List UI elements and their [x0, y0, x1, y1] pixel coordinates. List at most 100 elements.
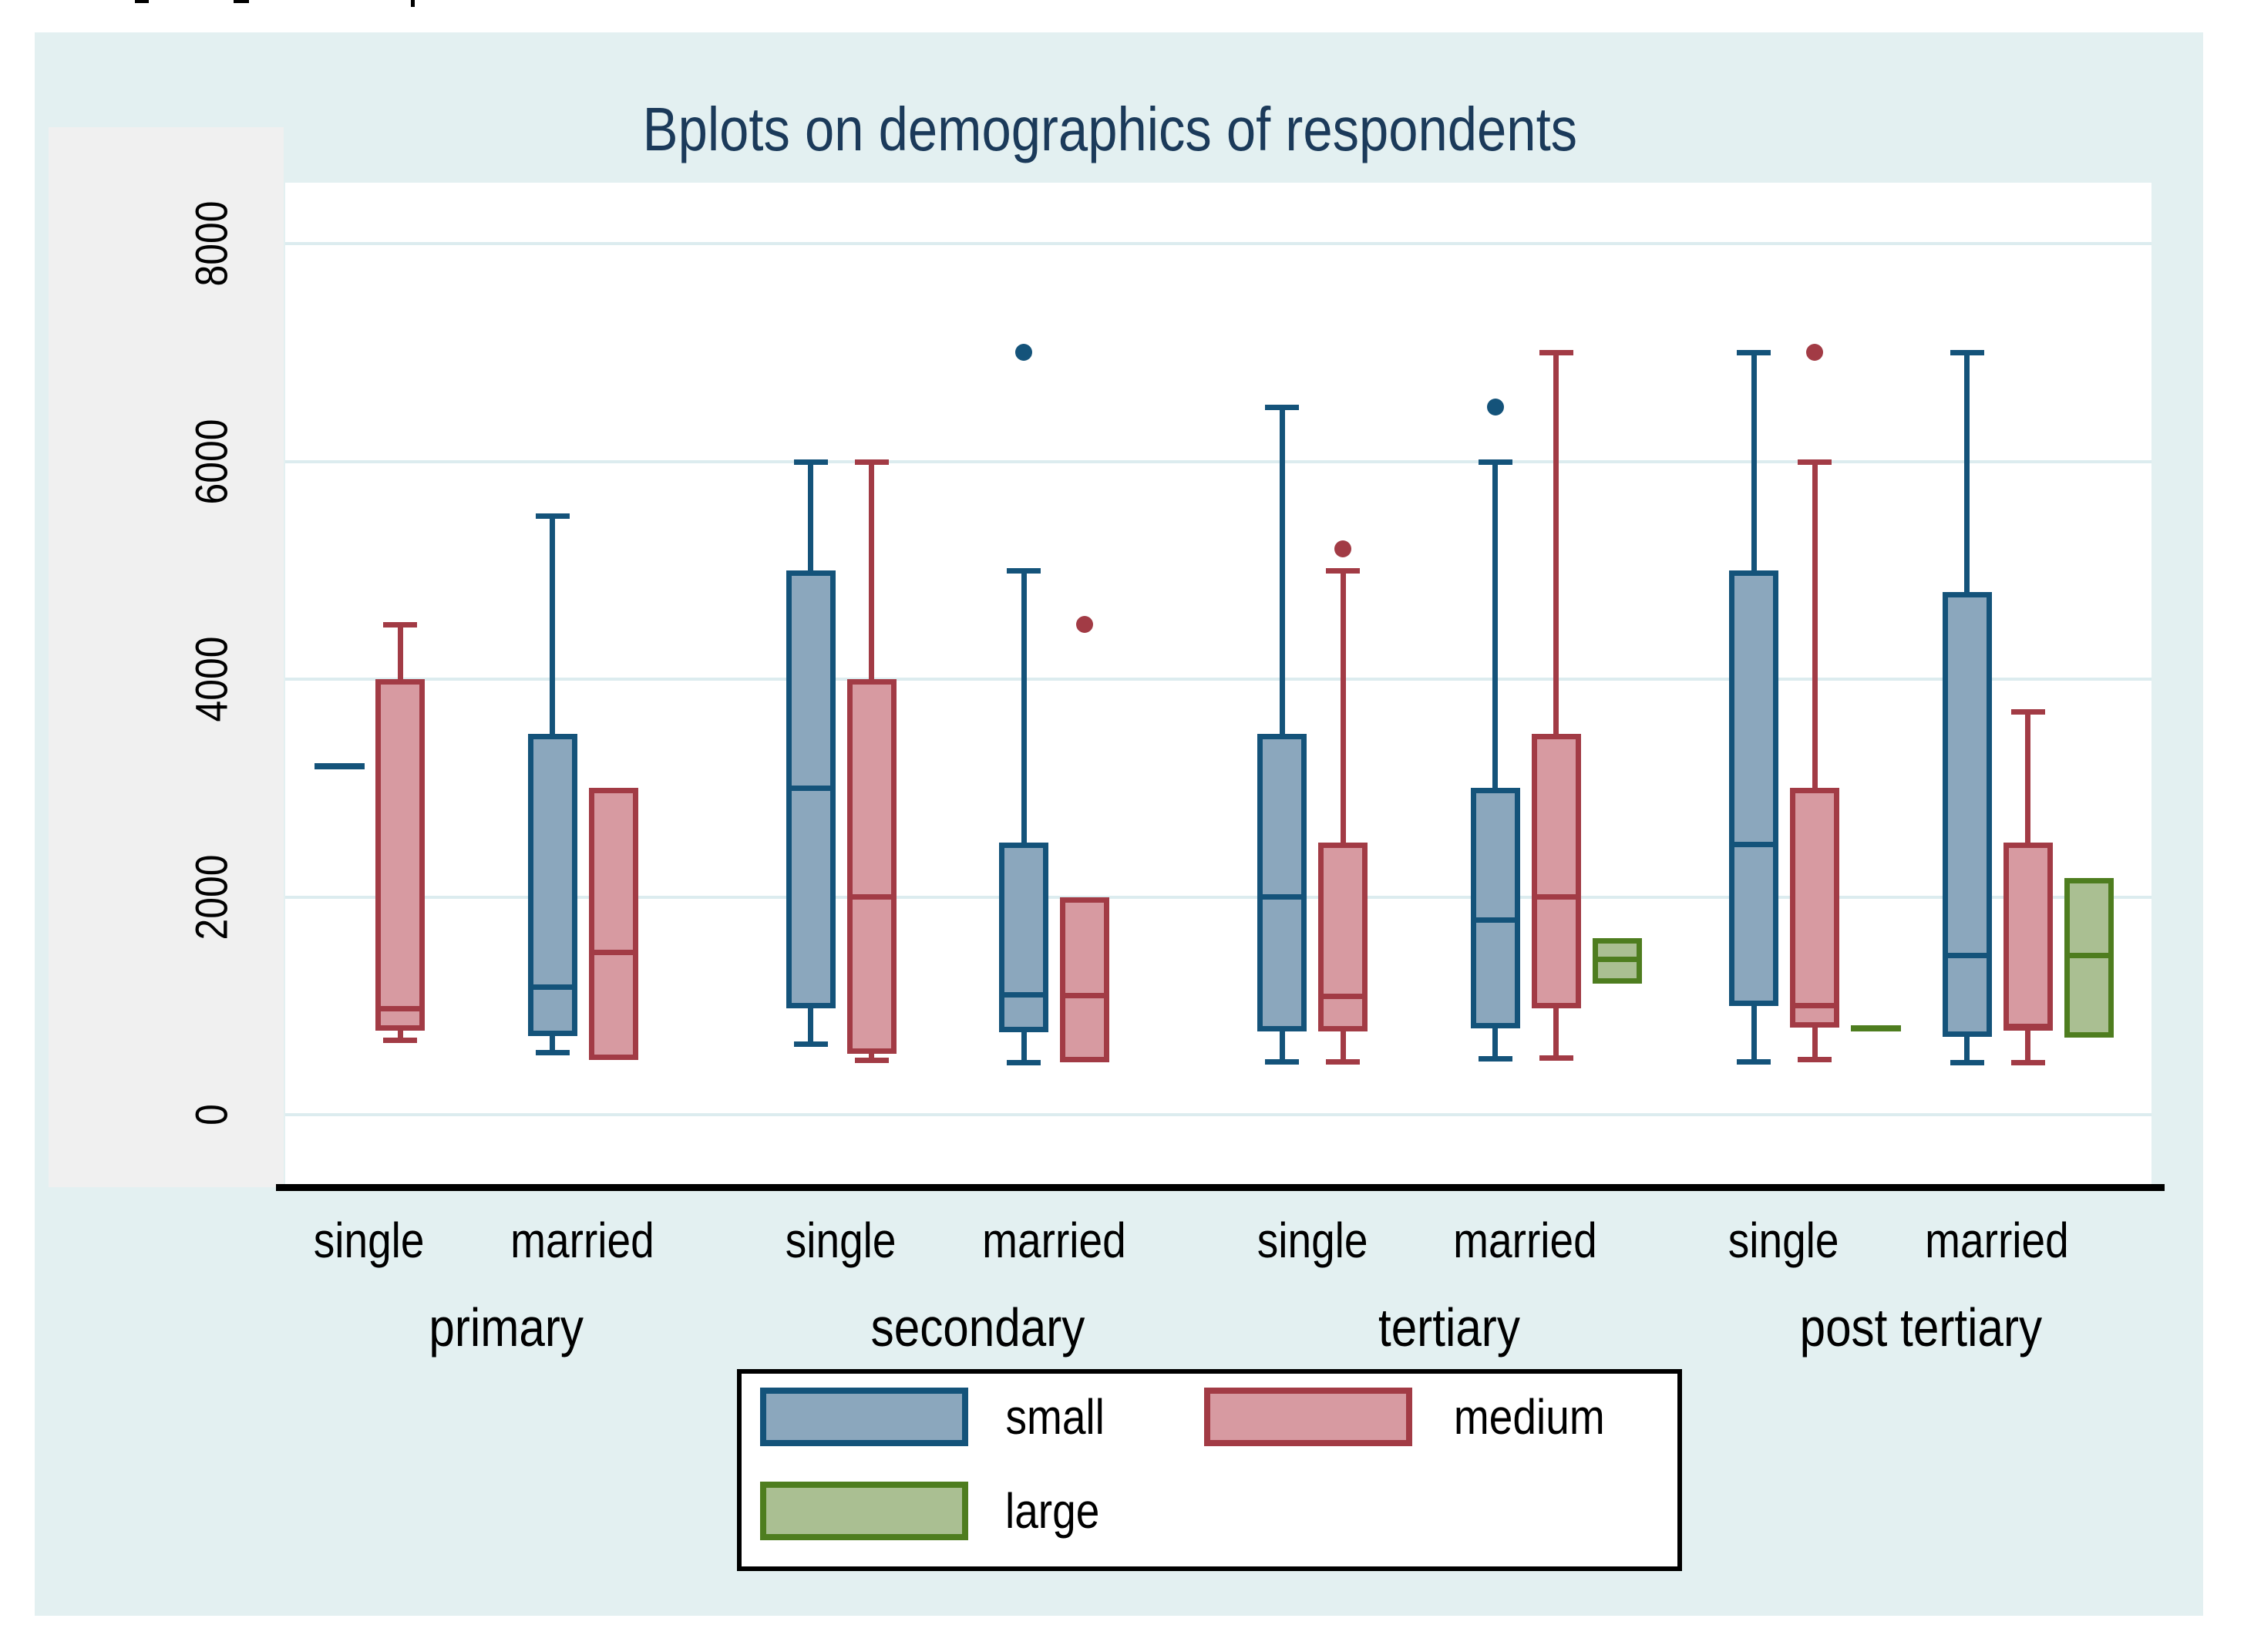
median-line [1257, 894, 1307, 900]
legend-label-text: large [1004, 1483, 1100, 1539]
whisker-cap [1478, 1055, 1512, 1062]
whisker-stem [1340, 570, 1346, 843]
plot-area [285, 183, 2151, 1187]
group-label-secondary: secondary [747, 1297, 1209, 1358]
whisker-stem [1021, 1032, 1027, 1063]
x-tick-label-single: single [687, 1212, 995, 1269]
whisker-cap [535, 1049, 570, 1055]
y-tick-label-6000: 6000 [187, 412, 238, 511]
whisker-stem [550, 1035, 555, 1052]
box-small [1257, 733, 1307, 1031]
whisker-cap [1798, 1056, 1832, 1062]
whisker-stem [1751, 352, 1757, 570]
x-tick-label-married: married [1843, 1212, 2151, 1269]
cropped-text-fragment [135, 0, 149, 3]
whisker-stem [397, 1030, 403, 1040]
y-tick-label-8000: 8000 [187, 193, 238, 293]
whisker-cap [793, 459, 828, 465]
whisker-cap [1326, 567, 1361, 574]
y-tick-text: 6000 [187, 419, 237, 504]
y-tick-label-4000: 4000 [187, 629, 238, 728]
outlier-point [1486, 398, 1504, 416]
x-tick-text: single [314, 1213, 425, 1268]
x-tick-label-married: married [429, 1212, 737, 1269]
whisker-stem [1279, 1031, 1285, 1062]
legend-swatch-medium [1204, 1388, 1412, 1446]
box-small [527, 733, 577, 1036]
gridline-4000 [285, 678, 2151, 681]
whisker-cap [2010, 1060, 2045, 1066]
outlier-point [1015, 344, 1033, 362]
box-dash-small [315, 763, 365, 769]
legend-label-large: large [998, 1482, 1107, 1540]
whisker-stem [1751, 1005, 1757, 1062]
legend-label-text: small [1005, 1389, 1105, 1445]
box-small [1729, 570, 1779, 1006]
whisker-stem [1492, 461, 1499, 789]
group-label-text: primary [429, 1297, 584, 1358]
group-label-primary: primary [275, 1297, 738, 1358]
box-medium [375, 679, 425, 1031]
median-line [1729, 842, 1779, 848]
gridline-2000 [285, 895, 2151, 899]
whisker-cap [383, 622, 417, 628]
whisker-cap [1007, 567, 1041, 574]
gridline-8000 [285, 242, 2151, 245]
median-line [1790, 1003, 1840, 1009]
box-medium [1060, 897, 1110, 1063]
x-tick-text: single [1257, 1213, 1368, 1268]
legend-label-small: small [998, 1388, 1112, 1446]
whisker-stem [808, 461, 814, 570]
whisker-stem [1812, 1028, 1818, 1059]
whisker-stem [1021, 570, 1027, 843]
whisker-cap [1798, 459, 1832, 465]
box-small [1470, 788, 1520, 1029]
chart-title-text: Bplots on demographics of respondents [642, 95, 1578, 163]
whisker-cap [1737, 1058, 1771, 1065]
x-tick-text: married [1453, 1213, 1598, 1268]
x-tick-text: married [1925, 1213, 2069, 1268]
box-small [999, 842, 1049, 1033]
whisker-stem [869, 1053, 875, 1061]
x-tick-text: single [1728, 1213, 1839, 1268]
group-label-post-tertiary: post tertiary [1690, 1297, 2152, 1358]
group-label-tertiary: tertiary [1218, 1297, 1680, 1358]
median-line [1592, 956, 1642, 962]
whisker-cap [2010, 709, 2045, 715]
whisker-cap [793, 1041, 828, 1048]
outlier-point [1334, 540, 1352, 557]
median-line [1318, 994, 1368, 1000]
x-tick-label-married: married [900, 1212, 1208, 1269]
legend-swatch-large [760, 1482, 968, 1540]
box-dash-large [1851, 1025, 1902, 1031]
y-tick-text: 4000 [187, 636, 237, 722]
outlier-point [1076, 616, 1094, 634]
whisker-stem [808, 1008, 814, 1045]
median-line [375, 1005, 425, 1011]
whisker-stem [2025, 1031, 2031, 1063]
median-line [2064, 953, 2114, 959]
gridline-6000 [285, 459, 2151, 463]
whisker-cap [1478, 459, 1512, 465]
whisker-cap [854, 459, 889, 465]
whisker-cap [854, 1058, 889, 1064]
y-tick-label-0: 0 [187, 1102, 238, 1127]
median-line [1531, 894, 1581, 900]
box-medium [2003, 842, 2053, 1031]
whisker-stem [1492, 1028, 1499, 1058]
x-tick-text: married [510, 1213, 654, 1268]
legend: small medium large [737, 1369, 1682, 1571]
whisker-cap [1007, 1060, 1041, 1066]
median-line [846, 894, 897, 900]
box-medium [1790, 788, 1840, 1028]
x-tick-text: married [981, 1213, 1126, 1268]
cropped-text-fragment [411, 0, 415, 7]
y-tick-text: 8000 [187, 200, 237, 287]
legend-label-text: medium [1453, 1389, 1605, 1445]
y-axis-label-strip [49, 127, 284, 1187]
box-medium [588, 788, 638, 1061]
legend-swatch-small [760, 1388, 968, 1446]
box-medium [1531, 733, 1581, 1009]
median-line [588, 950, 638, 956]
